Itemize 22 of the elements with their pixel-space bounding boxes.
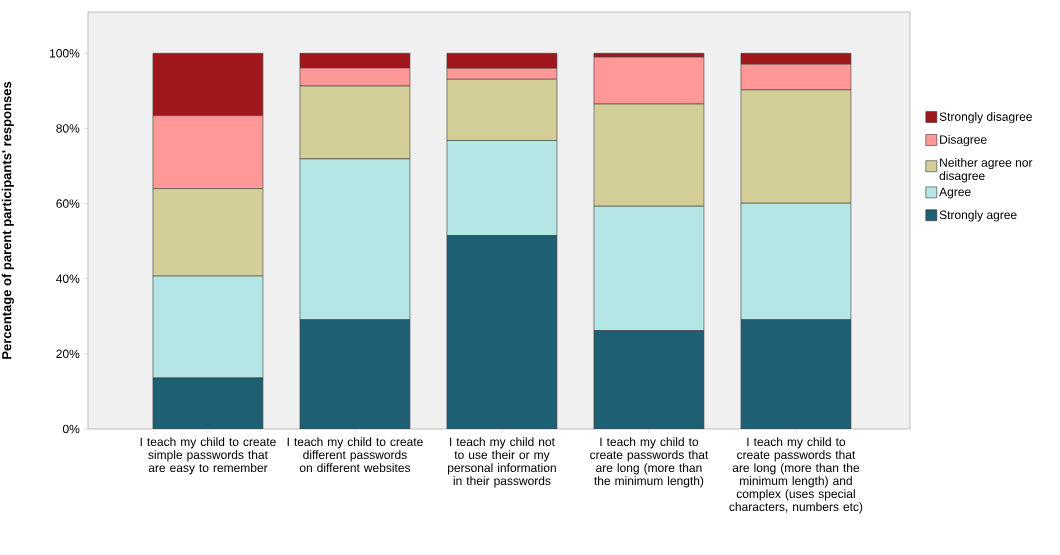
- y-tick-label: 100%: [50, 49, 80, 58]
- x-tick-label: I teach my child to create passwords that are long (more than the minimum length): [590, 437, 709, 488]
- bar: [152, 377, 264, 429]
- y-tick-label: 60%: [56, 199, 80, 208]
- y-tick-label: 80%: [56, 124, 80, 133]
- x-tick-label: I teach my child to create different passwords on different websites: [287, 437, 423, 473]
- y-axis-title: Percentage of parent participants' responses: [1, 81, 14, 359]
- x-tick-label: I teach my child to create passwords that are long (more than the minimum length) and complex (uses special characters, numbers etc): [729, 437, 863, 514]
- y-tick-label: 20%: [56, 349, 80, 359]
- legend-label: Neither agree nor disagree: [939, 157, 1033, 183]
- x-tick-label: I teach my child to create simple passwords that are easy to remember: [140, 437, 276, 475]
- legend-label: Strongly disagree: [939, 112, 1032, 124]
- y-tick-label: 0%: [62, 424, 80, 434]
- bar: [446, 235, 557, 429]
- bar: [740, 319, 852, 429]
- legend-label: Agree: [939, 187, 971, 199]
- legend-label: Strongly agree: [939, 210, 1017, 222]
- legend-label: Disagree: [940, 135, 987, 147]
- bar: [593, 330, 705, 429]
- y-tick-label: 40%: [56, 274, 80, 283]
- x-tick-label: I teach my child not to use their or my personal information in their passwords: [448, 437, 556, 488]
- bar: [299, 319, 411, 429]
